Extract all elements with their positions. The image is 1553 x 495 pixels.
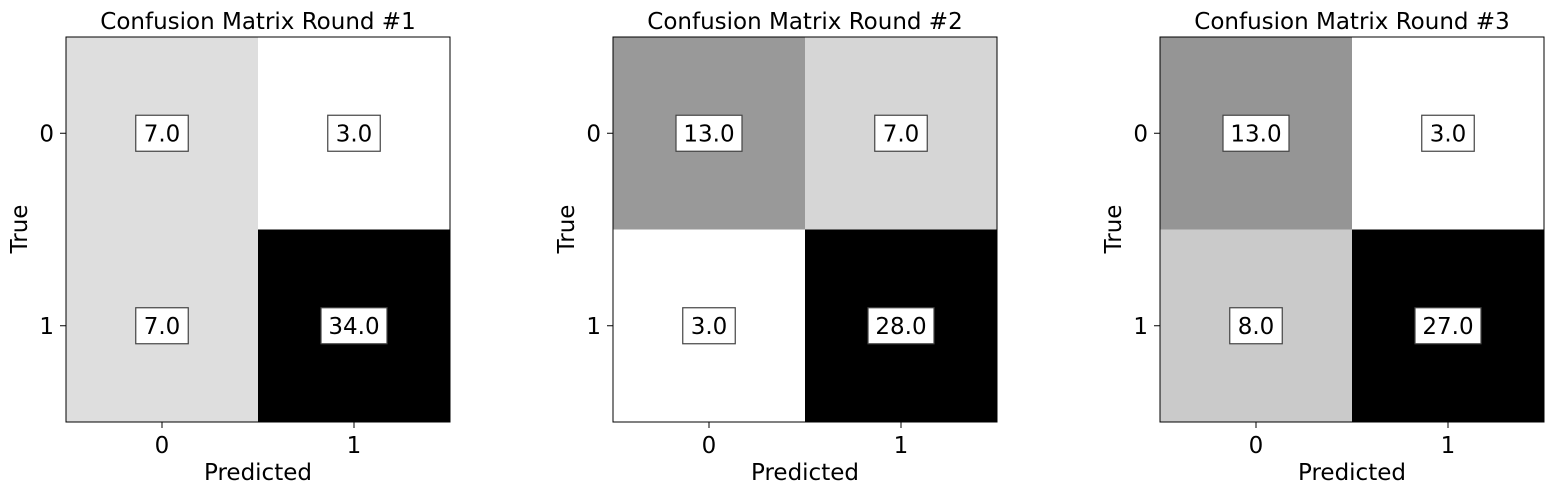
y-axis-label: True: [1101, 205, 1127, 255]
value-label: 13.0: [1230, 121, 1281, 147]
value-label: 8.0: [1238, 314, 1275, 340]
confusion-matrix-panel-3: Confusion Matrix Round #3 13.0 3.0 8.0 27.0…: [1101, 9, 1545, 486]
y-axis-label: True: [554, 205, 580, 255]
value-label-box: [1414, 307, 1482, 345]
value-label: 7.0: [144, 121, 181, 147]
value-label-box: [682, 307, 736, 345]
x-tick-label: 0: [702, 433, 717, 459]
x-axis-label: Predicted: [751, 460, 859, 486]
panel-title: Confusion Matrix Round #3: [1194, 9, 1509, 35]
confusion-matrix-panel-1: Confusion Matrix Round #1 7.0 3.07.0 34.0 …: [7, 9, 451, 486]
value-label-box: [1421, 114, 1475, 152]
plot-frame: [1159, 36, 1545, 423]
value-label-box: [327, 114, 381, 152]
y-tick-label: 1: [586, 314, 601, 340]
confusion-matrix-panel-2: Confusion Matrix Round #2 13.0 7.0 3.0 28.0…: [554, 9, 998, 486]
value-label-box: [874, 114, 928, 152]
x-tick-label: 1: [1441, 433, 1456, 459]
value-label-box: [320, 307, 388, 345]
value-label: 7.0: [144, 314, 181, 340]
value-label: 3.0: [1430, 121, 1467, 147]
value-label: 3.0: [336, 121, 373, 147]
value-label: 3.0: [691, 314, 728, 340]
x-tick-label: 1: [347, 433, 362, 459]
plot-frame: [65, 36, 451, 423]
axis-ticks: 0 1 0 1: [586, 121, 908, 459]
x-axis-label: Predicted: [1298, 460, 1406, 486]
axis-ticks: 0 1 0 1: [39, 121, 361, 459]
value-label: 7.0: [883, 121, 920, 147]
value-label-box: [1222, 114, 1290, 152]
value-label: 27.0: [1422, 314, 1473, 340]
plot-frame: [612, 36, 998, 423]
value-label-box: [135, 307, 189, 345]
x-tick-label: 0: [155, 433, 170, 459]
heatmap-cells: 13.0 3.0 8.0 27.0: [1160, 37, 1545, 423]
value-label: 13.0: [683, 121, 734, 147]
x-tick-label: 1: [894, 433, 909, 459]
x-axis-label: Predicted: [204, 460, 312, 486]
heatmap-cells: 13.0 7.0 3.0 28.0: [613, 37, 998, 423]
y-tick-label: 0: [39, 121, 54, 147]
y-tick-label: 1: [1133, 314, 1148, 340]
value-label-box: [1229, 307, 1283, 345]
value-label-box: [867, 307, 935, 345]
y-tick-label: 0: [1133, 121, 1148, 147]
axis-ticks: 0 1 0 1: [1133, 121, 1455, 459]
y-tick-label: 0: [586, 121, 601, 147]
value-label: 28.0: [875, 314, 926, 340]
value-label-box: [675, 114, 743, 152]
x-tick-label: 0: [1249, 433, 1264, 459]
y-axis-label: True: [7, 205, 33, 255]
value-label-box: [135, 114, 189, 152]
heatmap-cells: 7.0 3.0 7.0 34.0: [66, 37, 451, 423]
panel-title: Confusion Matrix Round #2: [647, 9, 962, 35]
y-tick-label: 1: [39, 314, 54, 340]
value-label: 34.0: [328, 314, 379, 340]
panel-title: Confusion Matrix Round #1: [100, 9, 415, 35]
